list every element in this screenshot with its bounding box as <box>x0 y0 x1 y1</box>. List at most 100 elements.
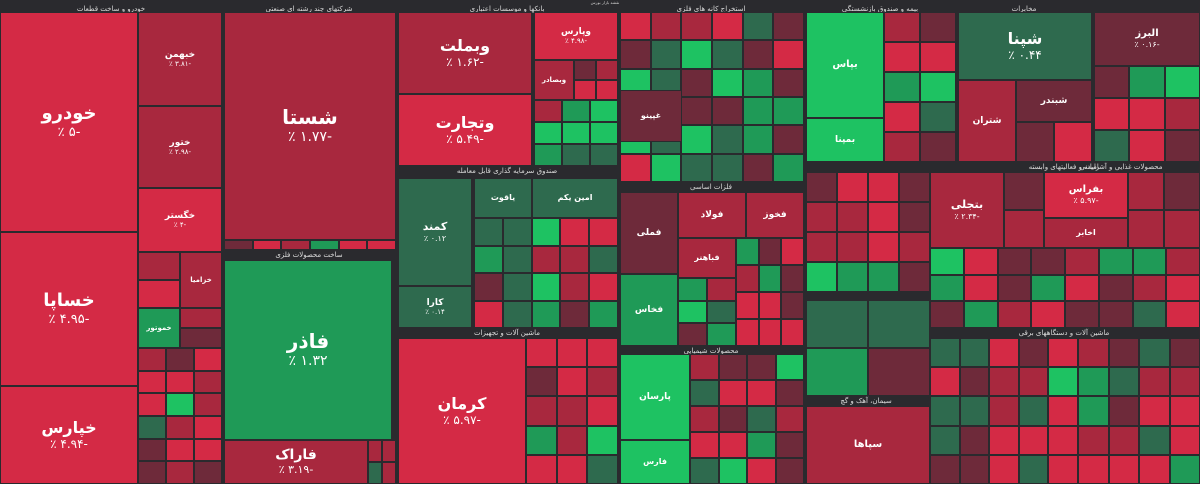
minor-stock-tile[interactable] <box>742 153 774 182</box>
minor-stock-tile[interactable] <box>562 122 590 144</box>
stock-tile[interactable]: کارا ۰.۱۴ ٪ <box>398 286 472 328</box>
minor-stock-tile[interactable] <box>1016 122 1054 162</box>
minor-stock-tile[interactable] <box>806 262 837 292</box>
stock-tile[interactable]: فملی <box>620 192 678 274</box>
minor-stock-tile[interactable] <box>690 380 719 406</box>
stock-tile[interactable]: فاراک -۳.۱۹ ٪ <box>224 440 368 484</box>
minor-stock-tile[interactable] <box>556 396 588 426</box>
minor-stock-tile[interactable] <box>194 416 222 439</box>
minor-stock-tile[interactable] <box>920 102 956 132</box>
stock-tile[interactable]: وپارس -۴.۹۸ ٪ <box>534 12 618 60</box>
minor-stock-tile[interactable] <box>281 240 310 250</box>
minor-stock-tile[interactable] <box>596 80 618 100</box>
minor-stock-tile[interactable] <box>707 278 736 301</box>
minor-stock-tile[interactable] <box>681 40 712 69</box>
stock-tile[interactable]: یاقوت <box>474 178 532 218</box>
minor-stock-tile[interactable] <box>194 370 222 394</box>
minor-stock-tile[interactable] <box>1048 338 1079 368</box>
minor-stock-tile[interactable] <box>742 12 774 41</box>
minor-stock-tile[interactable] <box>1164 210 1200 248</box>
stock-tile[interactable]: وبصادر <box>534 60 574 100</box>
minor-stock-tile[interactable] <box>368 462 382 484</box>
minor-stock-tile[interactable] <box>707 300 736 324</box>
minor-stock-tile[interactable] <box>775 406 804 432</box>
minor-stock-tile[interactable] <box>899 172 930 202</box>
minor-stock-tile[interactable] <box>690 458 719 484</box>
stock-tile[interactable]: بتجلی -۲.۳۴ ٪ <box>930 172 1004 248</box>
minor-stock-tile[interactable] <box>930 367 960 397</box>
minor-stock-tile[interactable] <box>560 218 590 246</box>
minor-stock-tile[interactable] <box>587 338 618 368</box>
minor-stock-tile[interactable] <box>194 348 222 371</box>
minor-stock-tile[interactable] <box>868 300 930 348</box>
minor-stock-tile[interactable] <box>474 300 503 328</box>
minor-stock-tile[interactable] <box>712 153 743 182</box>
minor-stock-tile[interactable] <box>382 440 396 462</box>
minor-stock-tile[interactable] <box>474 273 503 301</box>
minor-stock-tile[interactable] <box>1139 454 1170 484</box>
minor-stock-tile[interactable] <box>502 218 532 246</box>
stock-tile[interactable]: خودرو -۵ ٪ <box>0 12 138 232</box>
minor-stock-tile[interactable] <box>1065 274 1099 302</box>
minor-stock-tile[interactable] <box>806 232 837 262</box>
minor-stock-tile[interactable] <box>930 248 964 275</box>
minor-stock-tile[interactable] <box>690 432 719 458</box>
minor-stock-tile[interactable] <box>589 218 618 246</box>
stock-tile[interactable]: کرمان -۵.۹۷ ٪ <box>398 338 526 484</box>
minor-stock-tile[interactable] <box>899 262 930 292</box>
minor-stock-tile[interactable] <box>526 367 557 397</box>
minor-stock-tile[interactable] <box>1004 210 1044 248</box>
stock-tile[interactable]: امین یکم <box>532 178 618 218</box>
minor-stock-tile[interactable] <box>531 273 561 301</box>
minor-stock-tile[interactable] <box>556 367 588 397</box>
minor-stock-tile[interactable] <box>1078 454 1109 484</box>
minor-stock-tile[interactable] <box>587 425 618 455</box>
minor-stock-tile[interactable] <box>1048 454 1079 484</box>
minor-stock-tile[interactable] <box>884 12 920 42</box>
minor-stock-tile[interactable] <box>718 380 747 406</box>
minor-stock-tile[interactable] <box>742 68 774 97</box>
minor-stock-tile[interactable] <box>1065 248 1099 275</box>
minor-stock-tile[interactable] <box>1129 66 1165 98</box>
minor-stock-tile[interactable] <box>959 425 989 455</box>
minor-stock-tile[interactable] <box>989 367 1019 397</box>
minor-stock-tile[interactable] <box>1108 454 1140 484</box>
minor-stock-tile[interactable] <box>562 100 590 122</box>
minor-stock-tile[interactable] <box>252 240 282 250</box>
minor-stock-tile[interactable] <box>1139 425 1170 455</box>
minor-stock-tile[interactable] <box>1128 210 1164 248</box>
minor-stock-tile[interactable] <box>1169 425 1200 455</box>
minor-stock-tile[interactable] <box>138 416 166 439</box>
minor-stock-tile[interactable] <box>758 319 782 346</box>
minor-stock-tile[interactable] <box>681 68 712 97</box>
minor-stock-tile[interactable] <box>1054 122 1092 162</box>
minor-stock-tile[interactable] <box>194 438 222 462</box>
minor-stock-tile[interactable] <box>1018 396 1048 426</box>
minor-stock-tile[interactable] <box>707 323 736 346</box>
minor-stock-tile[interactable] <box>837 202 868 232</box>
minor-stock-tile[interactable] <box>963 248 998 275</box>
minor-stock-tile[interactable] <box>758 292 782 319</box>
minor-stock-tile[interactable] <box>930 301 964 328</box>
minor-stock-tile[interactable] <box>736 265 759 292</box>
minor-stock-tile[interactable] <box>747 380 776 406</box>
minor-stock-tile[interactable] <box>526 338 557 368</box>
minor-stock-tile[interactable] <box>868 232 899 262</box>
minor-stock-tile[interactable] <box>1031 248 1065 275</box>
minor-stock-tile[interactable] <box>1132 274 1167 302</box>
minor-stock-tile[interactable] <box>773 12 804 41</box>
minor-stock-tile[interactable] <box>620 12 651 41</box>
stock-tile[interactable]: خبهمن -۳.۸۱ ٪ <box>138 12 222 106</box>
stock-tile[interactable]: خپارس -۴.۹۴ ٪ <box>0 386 138 484</box>
stock-tile[interactable]: پارسان <box>620 354 690 440</box>
minor-stock-tile[interactable] <box>930 454 960 484</box>
minor-stock-tile[interactable] <box>775 458 804 484</box>
minor-stock-tile[interactable] <box>1094 66 1130 98</box>
minor-stock-tile[interactable] <box>474 245 503 273</box>
minor-stock-tile[interactable] <box>736 292 759 319</box>
minor-stock-tile[interactable] <box>837 262 868 292</box>
minor-stock-tile[interactable] <box>742 40 774 69</box>
minor-stock-tile[interactable] <box>589 300 618 328</box>
minor-stock-tile[interactable] <box>562 144 590 166</box>
minor-stock-tile[interactable] <box>773 68 804 97</box>
